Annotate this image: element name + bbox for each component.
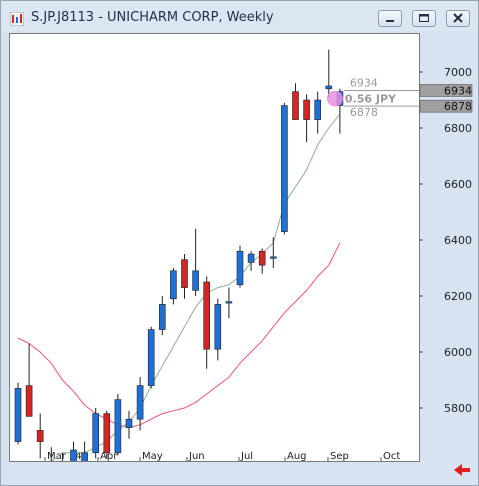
candle-down[interactable] — [203, 281, 210, 350]
top-price-readout: 6934 — [350, 76, 378, 89]
x-tick-label: May — [142, 451, 163, 462]
ma-short-line — [50, 113, 341, 461]
ma-long-line — [17, 242, 341, 429]
plot-area[interactable] — [9, 33, 420, 462]
bottom-price-readout: 6878 — [350, 106, 378, 119]
candle-down[interactable] — [103, 413, 111, 454]
candle-down[interactable] — [258, 250, 266, 266]
y-tick-label: 6000 — [444, 346, 472, 359]
y-tick-label: 5800 — [444, 402, 472, 415]
x-tick-label: Apr — [100, 451, 118, 462]
bottom-price-box — [419, 99, 473, 113]
candle-up[interactable] — [314, 99, 322, 120]
y-tick-label: 6200 — [444, 290, 472, 303]
series-group — [14, 49, 344, 475]
scroll-left-arrow-icon[interactable] — [454, 464, 470, 476]
candle-down[interactable] — [292, 91, 299, 120]
x-tick-label: Jul — [240, 451, 253, 462]
candle-down[interactable] — [36, 430, 44, 442]
x-tick-label: Jun — [188, 451, 205, 462]
top-price-box-label: 6934 — [444, 84, 472, 97]
y-tick-label: 6600 — [444, 178, 472, 191]
y-tick-label: 7000 — [444, 66, 472, 79]
x-tick-label: Aug — [287, 451, 307, 462]
candle-up[interactable] — [214, 304, 222, 350]
candle-up[interactable] — [81, 452, 88, 467]
last-price-marker — [326, 90, 343, 107]
candle-up[interactable] — [47, 460, 55, 475]
candle-up[interactable] — [92, 413, 99, 454]
candle-up[interactable] — [325, 85, 333, 90]
candle-up[interactable] — [170, 270, 177, 300]
candle-up[interactable] — [70, 449, 77, 475]
restore-icon — [419, 14, 429, 22]
candle-down[interactable] — [303, 99, 310, 120]
x-tick-label: Mar 14 — [47, 451, 82, 462]
top-price-box — [419, 84, 473, 97]
candle-up[interactable] — [125, 418, 133, 428]
bottom-price-box-label: 6878 — [444, 100, 472, 113]
y-tick-label: 6400 — [444, 234, 472, 247]
x-tick-label: Sep — [330, 451, 349, 462]
minimize-icon — [386, 20, 394, 22]
candle-up[interactable] — [281, 105, 288, 232]
candle-up[interactable] — [14, 388, 22, 442]
y-tick-label: 6800 — [444, 122, 472, 135]
title-bar[interactable]: S.JP.J8113 - UNICHARM CORP, Weekly — [1, 1, 478, 31]
candle-up[interactable] — [114, 399, 122, 454]
candle-up[interactable] — [269, 256, 277, 259]
candle-down[interactable] — [59, 464, 65, 470]
candle-up[interactable] — [147, 329, 155, 386]
x-tick-label: Oct — [383, 451, 400, 462]
candle-down[interactable] — [181, 259, 188, 288]
candle-down[interactable] — [25, 385, 33, 417]
close-button[interactable] — [446, 10, 470, 27]
minimize-button[interactable] — [378, 10, 402, 27]
close-icon — [453, 13, 463, 23]
candle-up[interactable] — [236, 250, 244, 286]
restore-button[interactable] — [412, 10, 436, 27]
candle-up[interactable] — [159, 304, 166, 330]
candle-up[interactable] — [247, 253, 255, 263]
candle-up[interactable] — [192, 270, 199, 291]
window-title: S.JP.J8113 - UNICHARM CORP, Weekly — [31, 10, 274, 25]
price-gap-readout: 0.56 JPY — [345, 93, 397, 106]
candle-up[interactable] — [225, 301, 233, 304]
candle-up[interactable] — [136, 385, 144, 420]
